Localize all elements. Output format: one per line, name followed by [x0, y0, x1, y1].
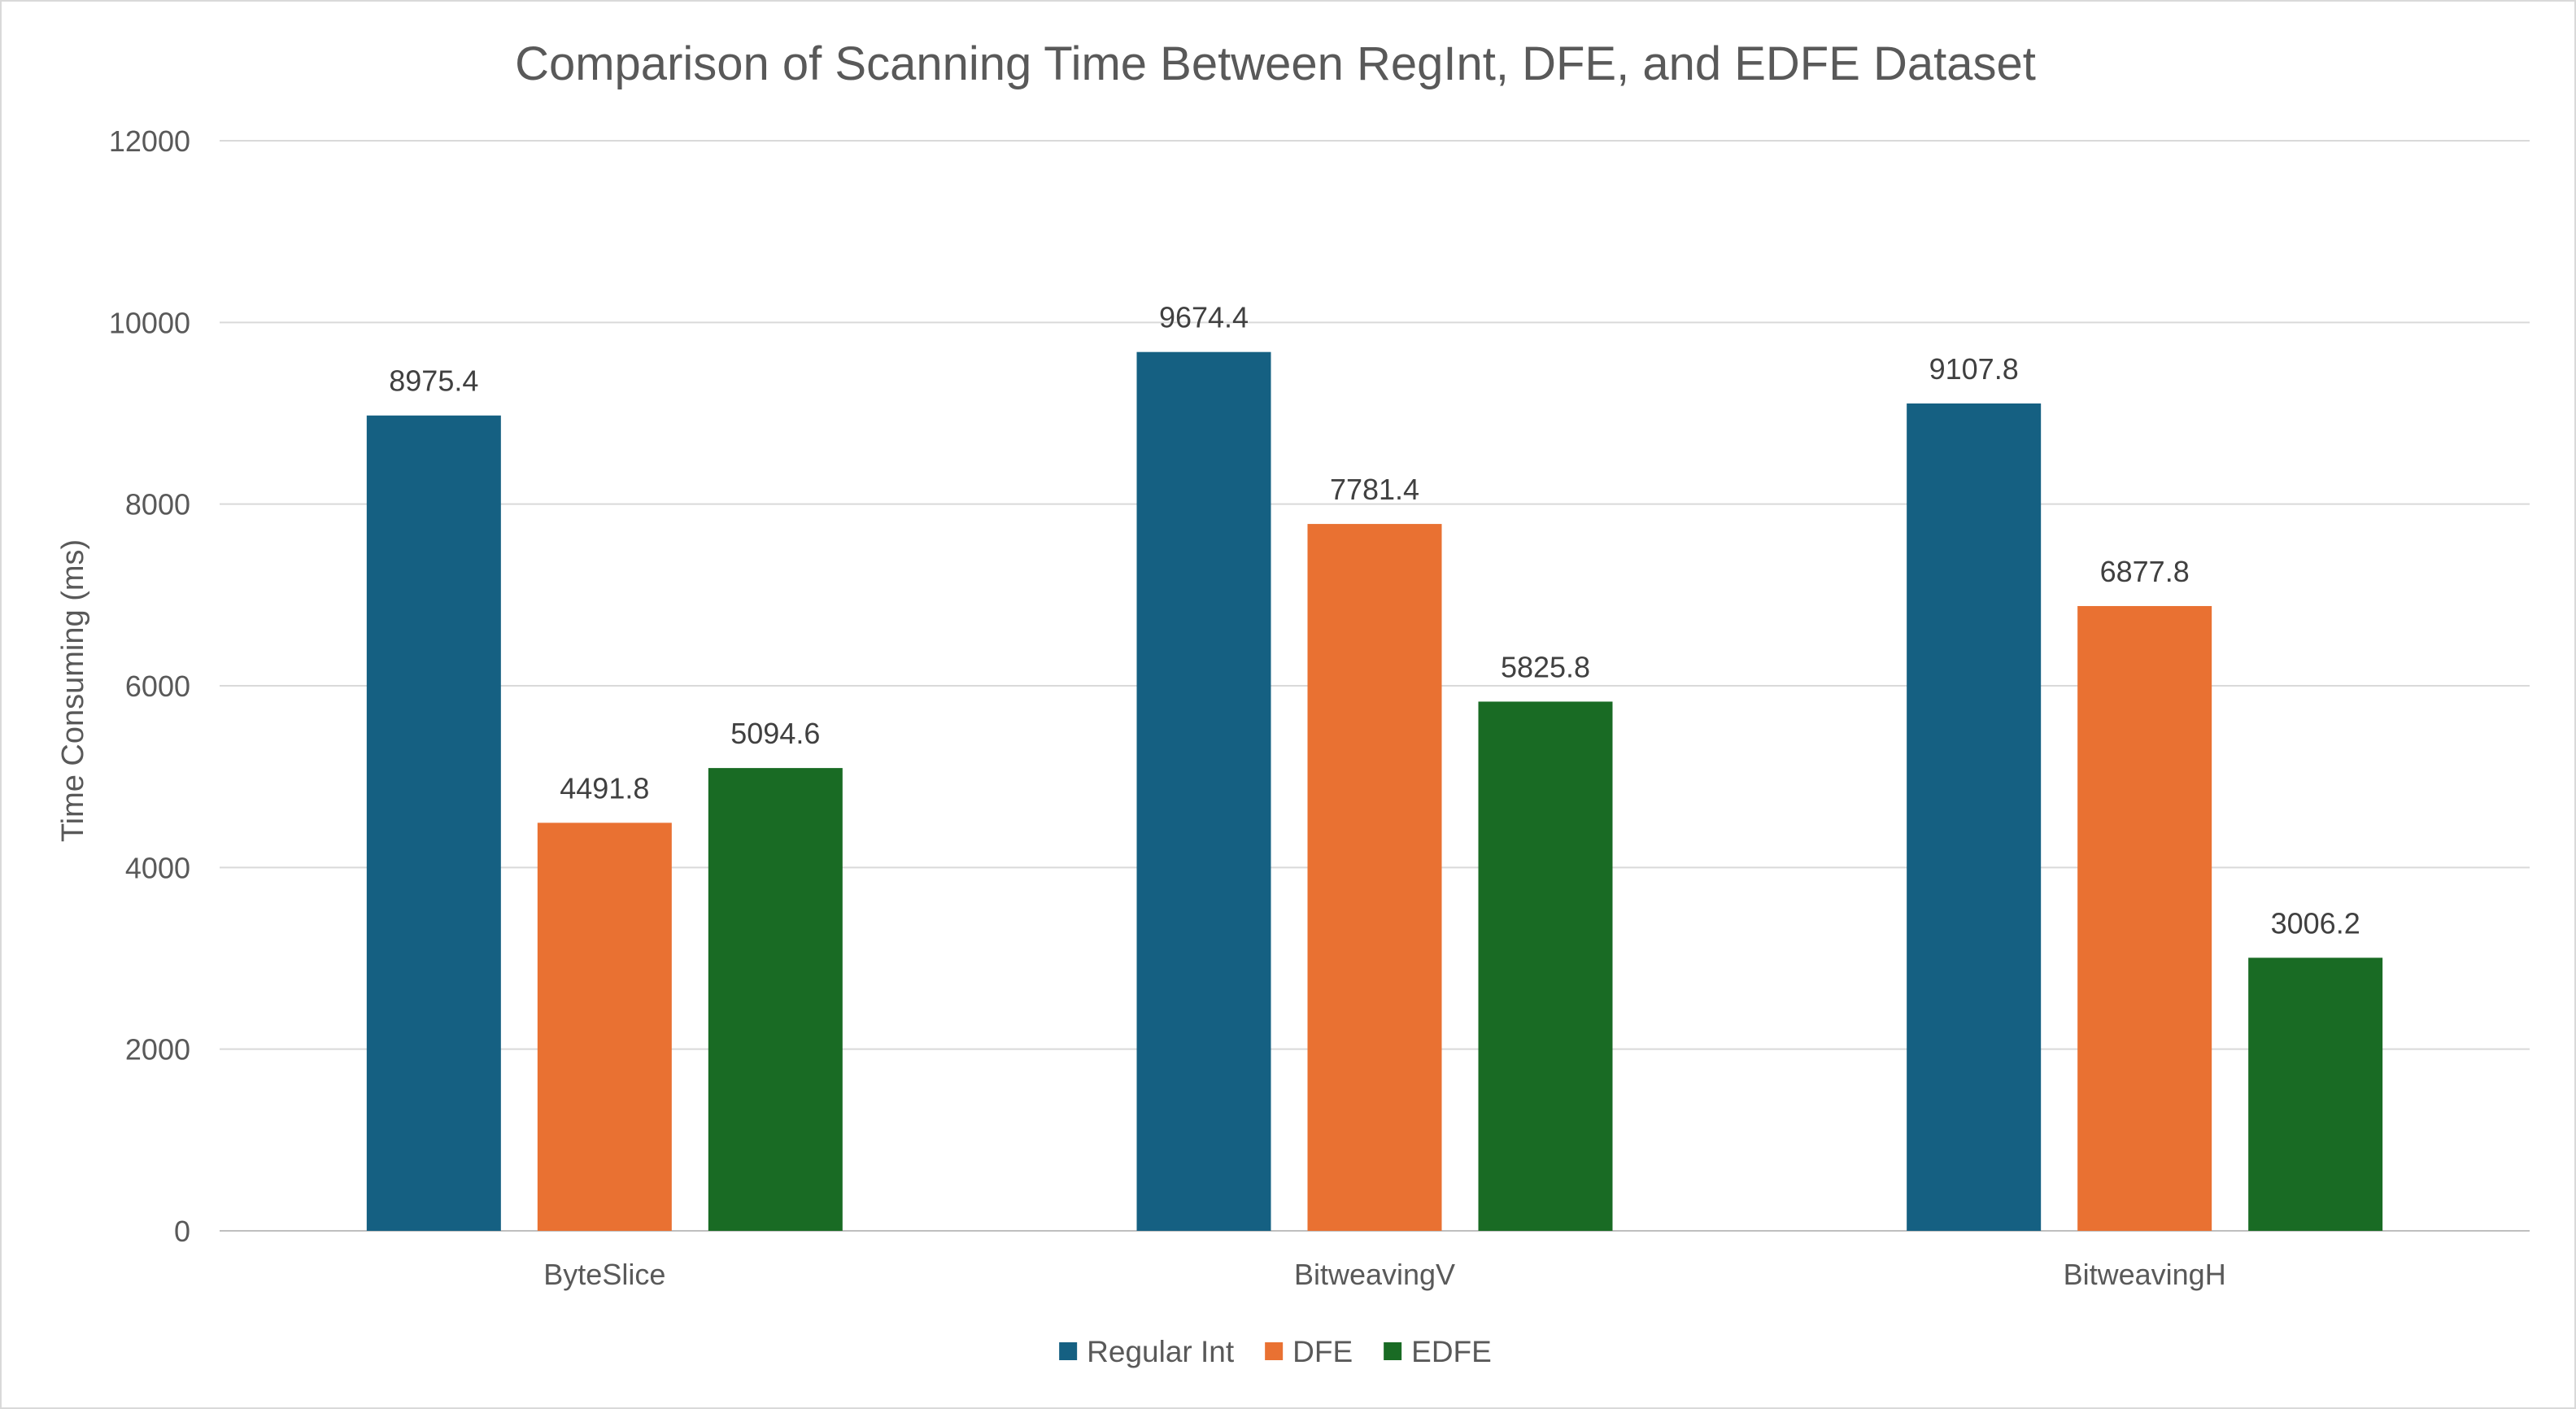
bar-dfe-bitweavingh — [2077, 605, 2212, 1231]
y-axis-ticks: 0 2000 4000 6000 8000 10000 12000 — [109, 124, 190, 1248]
legend-label-edfe: EDFE — [1411, 1335, 1492, 1368]
y-tick-label: 6000 — [125, 670, 190, 703]
y-tick-label: 8000 — [125, 488, 190, 521]
data-label: 3006.2 — [2271, 906, 2360, 940]
bar-dfe-byteslice — [537, 822, 672, 1231]
data-label: 8975.4 — [389, 364, 478, 398]
y-tick-label: 10000 — [109, 306, 190, 339]
y-tick-label: 2000 — [125, 1033, 190, 1067]
legend-swatch-dfe — [1265, 1342, 1284, 1360]
bar-edfe-byteslice — [708, 768, 843, 1231]
y-tick-label: 12000 — [109, 124, 190, 158]
legend-label-dfe: DFE — [1292, 1335, 1353, 1368]
bar-edfe-bitweavingv — [1478, 701, 1613, 1231]
bars — [366, 351, 2383, 1231]
data-label: 7781.4 — [1330, 473, 1419, 506]
data-label: 5094.6 — [730, 717, 820, 750]
y-axis-title: Time Consuming (ms) — [56, 539, 90, 842]
x-axis-ticks: ByteSlice BitweavingV BitweavingH — [543, 1258, 2225, 1291]
x-tick-label: ByteSlice — [543, 1258, 665, 1291]
y-tick-label: 4000 — [125, 851, 190, 884]
legend: Regular Int DFE EDFE — [1059, 1335, 1492, 1368]
chart-title: Comparison of Scanning Time Between RegI… — [515, 37, 2036, 90]
bar-regular-int-byteslice — [366, 415, 501, 1231]
data-label: 9674.4 — [1159, 301, 1249, 334]
data-labels: 8975.4 4491.8 5094.6 9674.4 7781.4 5825.8 9107… — [389, 301, 2360, 940]
legend-swatch-regular-int — [1059, 1342, 1078, 1360]
x-tick-label: BitweavingH — [2064, 1258, 2226, 1291]
bar-edfe-bitweavingh — [2248, 958, 2383, 1231]
legend-label-regular-int: Regular Int — [1087, 1335, 1235, 1368]
bar-dfe-bitweavingv — [1307, 524, 1442, 1231]
bar-regular-int-bitweavingv — [1136, 351, 1271, 1231]
x-tick-label: BitweavingV — [1294, 1258, 1455, 1291]
y-tick-label: 0 — [174, 1215, 190, 1248]
data-label: 5825.8 — [1501, 650, 1590, 683]
bar-regular-int-bitweavingh — [1907, 403, 2042, 1231]
data-label: 9107.8 — [1929, 352, 2019, 386]
data-label: 4491.8 — [560, 771, 649, 805]
data-label: 6877.8 — [2100, 555, 2190, 588]
legend-swatch-edfe — [1384, 1342, 1402, 1360]
